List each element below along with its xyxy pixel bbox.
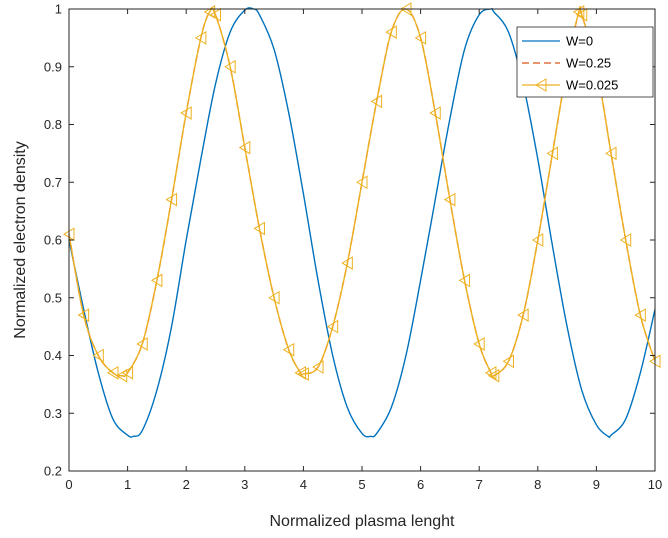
- y-tick-label: 0.2: [44, 464, 62, 479]
- x-tick-label: 2: [183, 477, 190, 492]
- data-point-marker: [546, 146, 558, 161]
- series-layer: [63, 2, 661, 439]
- y-tick-label: 0.8: [44, 117, 62, 132]
- data-point-marker: [517, 308, 529, 322]
- data-point-marker: [106, 365, 119, 380]
- y-tick-label: 0.9: [44, 59, 62, 74]
- data-point-marker: [531, 233, 544, 247]
- legend-label-w025: W=0.25: [566, 56, 611, 71]
- data-point-marker: [194, 30, 207, 45]
- data-point-marker: [136, 337, 148, 351]
- x-tick-label: 5: [358, 477, 365, 492]
- data-point-marker: [253, 221, 265, 236]
- data-point-marker: [370, 94, 383, 109]
- data-point-marker: [619, 233, 632, 247]
- series-line: [68, 7, 656, 439]
- y-tick-label: 0.3: [44, 406, 62, 421]
- data-point-marker: [458, 273, 471, 288]
- data-point-marker: [341, 256, 353, 270]
- data-point-marker: [443, 192, 456, 207]
- data-point-marker: [92, 348, 104, 363]
- data-point-marker: [312, 360, 324, 374]
- y-tick-label: 0.6: [44, 233, 62, 248]
- data-point-marker: [414, 30, 427, 45]
- data-point-marker: [429, 106, 441, 120]
- data-point-marker: [385, 25, 397, 39]
- data-point-marker: [605, 146, 617, 161]
- legend-label-w0: W=0: [566, 34, 593, 49]
- x-tick-label: 9: [593, 477, 600, 492]
- data-point-marker: [268, 290, 280, 305]
- y-axis-label: Normalized electron density: [12, 141, 29, 338]
- y-tick-label: 0.5: [44, 290, 62, 305]
- x-tick-label: 10: [648, 477, 662, 492]
- series-line: [68, 5, 656, 378]
- x-tick-label: 7: [476, 477, 483, 492]
- x-axis: 0 1 2 3 4 5 6 7 8 9 10: [65, 9, 662, 492]
- data-point-marker: [150, 273, 163, 288]
- y-tick-label: 0.4: [44, 348, 62, 363]
- data-point-marker: [165, 192, 178, 207]
- data-point-marker: [238, 140, 251, 155]
- x-tick-label: 3: [241, 477, 248, 492]
- legend: W=0 W=0.25 W=0.025: [516, 26, 654, 98]
- x-tick-label: 4: [300, 477, 307, 492]
- data-point-marker: [297, 367, 309, 381]
- data-point-marker: [224, 59, 236, 74]
- data-point-marker: [502, 354, 514, 369]
- y-tick-label: 1: [55, 2, 62, 17]
- x-tick-label: 6: [417, 477, 424, 492]
- data-point-marker: [484, 365, 497, 380]
- data-point-marker: [575, 7, 588, 22]
- y-tick-label: 0.7: [44, 175, 62, 190]
- x-axis-label: Normalized plasma lenght: [270, 513, 456, 530]
- series-w0: [68, 7, 656, 439]
- data-point-marker: [180, 106, 192, 120]
- y-axis: 0.2 0.3 0.4 0.5 0.6 0.7 0.8 0.9 1: [44, 2, 655, 479]
- x-tick-label: 0: [65, 477, 72, 492]
- x-tick-label: 8: [534, 477, 541, 492]
- data-point-marker: [294, 365, 306, 380]
- legend-marker-w0025: [535, 78, 547, 92]
- data-point-marker: [326, 319, 339, 334]
- data-point-marker: [282, 342, 295, 357]
- data-point-marker: [473, 337, 485, 351]
- data-point-marker: [487, 368, 500, 383]
- data-point-marker: [634, 308, 646, 322]
- data-point-marker: [356, 175, 368, 190]
- data-point-marker: [77, 308, 90, 322]
- x-tick-label: 1: [124, 477, 131, 492]
- data-point-marker: [209, 7, 221, 22]
- data-point-marker: [121, 365, 134, 380]
- legend-label-w0025: W=0.025: [566, 78, 618, 93]
